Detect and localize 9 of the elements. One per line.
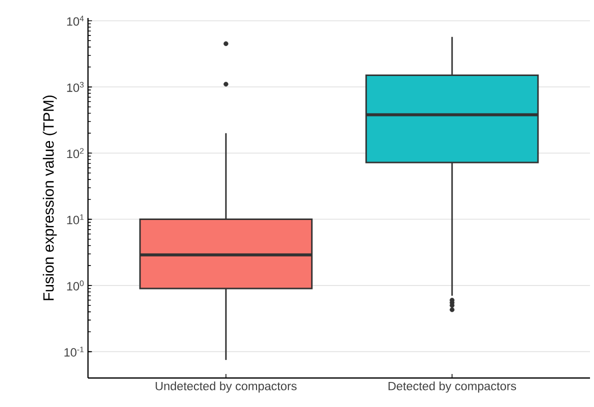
y-axis-title: Fusion expression value (TPM) <box>42 96 57 300</box>
y-tick-label: 10$^{3}$ <box>67 82 84 92</box>
y-tick-label: 10$^{0}$ <box>67 280 84 290</box>
y-tick-label: 10$^{4}$ <box>67 16 84 26</box>
y-tick-label: 10$^{1}$ <box>67 214 84 224</box>
x-tick-label: Undetected by compactors <box>156 382 297 393</box>
x-tick-label: Detected by compactors <box>388 382 516 393</box>
y-tick-label: 10$^{2}$ <box>67 148 84 158</box>
y-tick-label: 10$^{-1}$ <box>64 346 84 357</box>
